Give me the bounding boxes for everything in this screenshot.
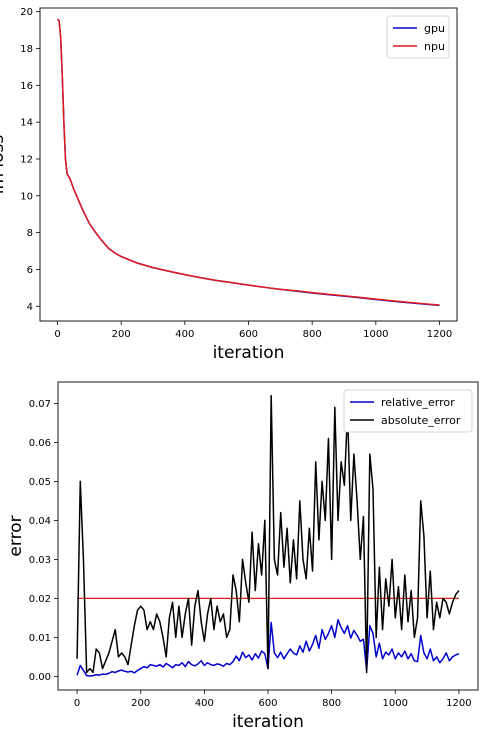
x-tick-label: 1200: [427, 329, 452, 340]
y-tick-label: 0.06: [29, 438, 51, 449]
x-tick-label: 1000: [383, 698, 408, 709]
legend-label: absolute_error: [381, 414, 461, 427]
legend: relative_error absolute_error: [343, 389, 473, 433]
x-tick-label: 1000: [363, 329, 388, 340]
y-axis-label: lm loss: [0, 135, 8, 195]
x-axis-label: iteration: [213, 343, 285, 363]
y-tick-label: 4: [27, 302, 33, 313]
x-tick-label: 800: [322, 698, 341, 709]
y-axis-label: error: [6, 515, 26, 556]
x-tick-label: 200: [112, 329, 131, 340]
y-tick-label: 14: [20, 118, 33, 129]
x-tick-label: 0: [54, 329, 60, 340]
legend-box: [343, 389, 473, 433]
x-tick-label: 400: [195, 698, 214, 709]
series-line-npu: [56, 18, 440, 306]
x-tick-label: 200: [131, 698, 150, 709]
y-tick-label: 0.00: [29, 672, 51, 683]
y-tick-label: 20: [20, 7, 33, 18]
y-tick-label: 0.03: [29, 555, 51, 566]
x-tick-label: 400: [175, 329, 194, 340]
y-tick-label: 0.04: [29, 516, 51, 527]
y-tick-label: 10: [20, 191, 33, 202]
legend: gpu npu: [386, 15, 450, 59]
y-tick-label: 0.02: [29, 594, 51, 605]
x-tick-label: 1200: [446, 698, 471, 709]
x-tick-label: 600: [239, 329, 258, 340]
legend-box: [386, 15, 450, 59]
legend-label: npu: [424, 40, 445, 53]
legend-label: gpu: [424, 22, 445, 35]
x-tick-label: 800: [303, 329, 322, 340]
series-line-absolute-error: [76, 394, 460, 674]
y-tick-label: 12: [20, 154, 33, 165]
y-tick-label: 0.01: [29, 633, 51, 644]
y-tick-label: 0.05: [29, 477, 51, 488]
plot-area: [39, 7, 458, 322]
error-chart: 0 200 400 600 800 1000 1200 0.00 0.01 0.02 0.03 0.0…: [6, 381, 479, 732]
y-tick-label: 16: [20, 81, 33, 92]
y-tick-label: 8: [27, 228, 33, 239]
loss-chart: 0 200 400 600 800 1000 1200 4 6 8 10 12 14 16 18 20 iter…: [0, 7, 458, 363]
x-axis-label: iteration: [232, 712, 304, 732]
y-tick-label: 6: [27, 265, 33, 276]
legend-label: relative_error: [381, 396, 455, 409]
x-tick-label: 0: [74, 698, 80, 709]
y-tick-label: 0.07: [29, 399, 51, 410]
y-tick-label: 18: [20, 44, 33, 55]
x-tick-label: 600: [258, 698, 277, 709]
